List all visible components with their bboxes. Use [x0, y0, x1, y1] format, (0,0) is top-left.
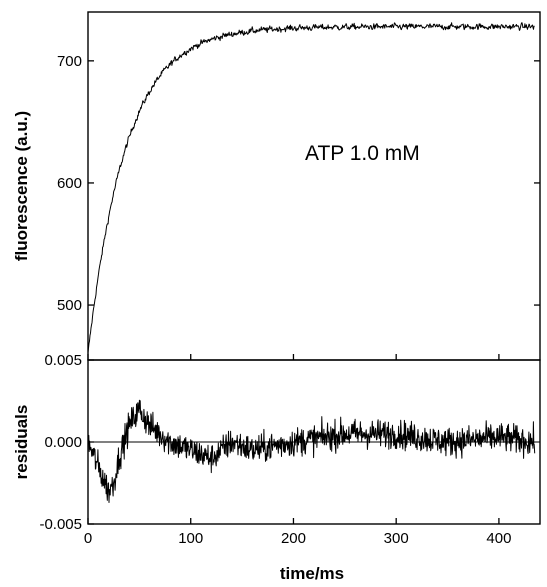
- residuals-trace: [87, 399, 536, 503]
- fluorescence-y-ticks: [87, 60, 540, 360]
- condition-annotation: ATP 1.0 mM: [305, 142, 420, 165]
- fluorescence-panel: 500 600 700 ATP 1.0 mM fluorescence (a.u.): [12, 11, 541, 361]
- fluorescence-y-tick-labels: 500 600 700: [57, 53, 82, 314]
- time-x-axis-label: time/ms: [280, 564, 344, 583]
- time-x-tick-labels: 0 100 200 300 400: [84, 530, 512, 547]
- residuals-y-tick-label: 0.005: [44, 352, 82, 369]
- time-x-tick-label: 200: [281, 530, 306, 547]
- time-x-tick-label: 0: [84, 530, 92, 547]
- residuals-ticks: [87, 359, 500, 525]
- time-x-tick-label: 100: [178, 530, 203, 547]
- time-x-tick-label: 400: [486, 530, 511, 547]
- fluorescence-y-tick-label: 500: [57, 297, 82, 314]
- fluorescence-plot-frame: [87, 11, 541, 361]
- residuals-y-tick-label: 0.000: [44, 434, 82, 451]
- residuals-y-tick-labels: -0.005 0.000 0.005: [39, 352, 82, 533]
- fluorescence-y-tick-label: 600: [57, 175, 82, 192]
- fluorescence-y-tick-label: 700: [57, 53, 82, 70]
- fluorescence-trace: [87, 22, 535, 353]
- residuals-y-axis-label: residuals: [12, 405, 31, 480]
- fluorescence-y-axis-label: fluorescence (a.u.): [12, 111, 31, 261]
- time-x-tick-label: 300: [384, 530, 409, 547]
- residuals-panel: -0.005 0.000 0.005 0 100 200 300 400 residuals…: [12, 352, 541, 583]
- residuals-y-tick-label: -0.005: [39, 516, 82, 533]
